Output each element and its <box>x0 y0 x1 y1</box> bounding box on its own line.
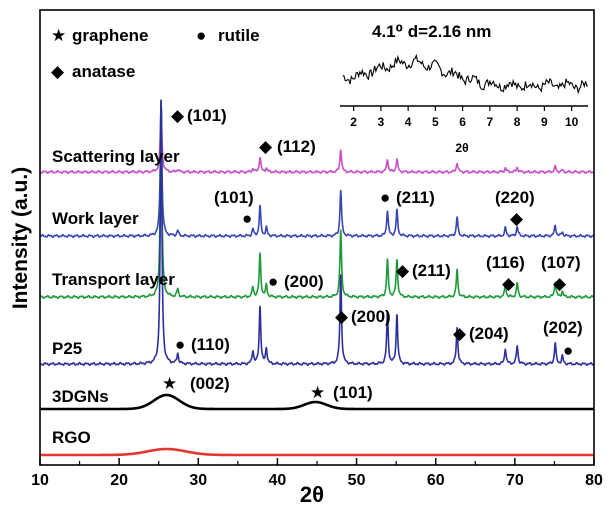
annotation-symbol: ◆ <box>453 324 467 343</box>
series-line <box>39 100 595 300</box>
inset-tick-label: 2 <box>350 115 357 129</box>
annotation-symbol: ◆ <box>171 106 185 125</box>
annotation-symbol: ◆ <box>502 274 516 293</box>
annotation-symbol: ● <box>268 272 278 291</box>
series-line <box>38 393 596 411</box>
peak-annotations: ◆ (101) ◆ (112) (101) ● ● (211) (220) ◆ … <box>162 106 583 402</box>
series-label-transport-layer: Transport layer <box>52 270 175 289</box>
inset-curve <box>342 53 589 95</box>
legend-rutile-symbol: ● <box>196 26 206 45</box>
series-label-rgo: RGO <box>52 428 91 447</box>
annotation-symbol: ● <box>242 209 252 228</box>
inset-tick-label: 9 <box>541 115 548 129</box>
inset-annotation: 4.1⁰ d=2.16 nm <box>372 22 491 41</box>
x-tick-label: 70 <box>506 472 524 489</box>
annotation-symbol: ◆ <box>396 261 410 280</box>
x-tick-label: 30 <box>189 472 207 489</box>
legend-graphene-symbol: ★ <box>51 26 66 45</box>
inset-x-axis-label: 2θ <box>455 141 468 155</box>
inset: 4.1⁰ d=2.16 nm 2 3 4 5 6 7 8 9 10 2θ <box>340 22 589 155</box>
annotation-label: (204) <box>469 324 509 343</box>
legend-graphene-text: graphene <box>72 26 149 45</box>
series-line <box>39 102 595 175</box>
annotation-label: (107) <box>541 253 581 272</box>
inset-tick-label: 5 <box>432 115 439 129</box>
annotation-label: (200) <box>284 272 324 291</box>
x-axis-label: 2θ <box>300 482 324 507</box>
annotation-label: (110) <box>191 335 230 354</box>
series-label-work-layer: Work layer <box>52 209 139 228</box>
annotation-label: (211) <box>396 188 435 207</box>
annotation-label: (202) <box>543 318 583 337</box>
legend-anatase-symbol: ◆ <box>51 62 65 81</box>
series-label-scattering-layer: Scattering layer <box>52 147 180 166</box>
legend-rutile-text: rutile <box>218 26 260 45</box>
annotation-symbol: ◆ <box>553 274 567 293</box>
inset-tick-label: 10 <box>565 115 579 129</box>
annotation-symbol: ★ <box>162 374 177 393</box>
x-axis-ticks: 10 20 30 40 50 60 70 80 <box>31 458 603 489</box>
annotation-symbol: ● <box>175 335 185 354</box>
series-labels: Scattering layer Work layer Transport la… <box>52 147 180 447</box>
inset-tick-label: 3 <box>378 115 385 129</box>
annotation-label: (211) <box>412 261 451 280</box>
y-axis-label: Intensity (a.u.) <box>9 167 32 309</box>
annotation-label: (112) <box>277 137 316 156</box>
inset-tick-label: 4 <box>405 115 412 129</box>
legend-anatase-text: anatase <box>72 62 135 81</box>
annotation-label: (200) <box>351 307 391 326</box>
inset-tick-label: 8 <box>514 115 521 129</box>
annotation-label: (002) <box>190 374 230 393</box>
annotation-label: (101) <box>187 106 227 125</box>
series-line <box>38 447 596 457</box>
annotation-symbol: ★ <box>310 383 325 402</box>
series-line <box>39 99 595 367</box>
xrd-curves <box>38 99 596 457</box>
x-tick-label: 40 <box>269 472 287 489</box>
annotation-label: (116) <box>486 253 525 272</box>
annotation-symbol: ◆ <box>510 209 524 228</box>
annotation-symbol: ◆ <box>335 307 349 326</box>
x-tick-label: 20 <box>110 472 128 489</box>
series-label-3dgns: 3DGNs <box>52 387 109 406</box>
annotation-label: (220) <box>495 188 535 207</box>
x-tick-label: 60 <box>427 472 445 489</box>
annotation-symbol: ● <box>380 188 390 207</box>
inset-tick-label: 6 <box>459 115 466 129</box>
annotation-symbol: ◆ <box>259 137 273 156</box>
series-label-p25: P25 <box>52 339 82 358</box>
x-tick-label: 50 <box>348 472 366 489</box>
inset-ticks: 2 3 4 5 6 7 8 9 10 <box>350 106 579 129</box>
legend: ★ graphene ● rutile ◆ anatase <box>51 26 260 81</box>
annotation-symbol: ● <box>563 341 573 360</box>
x-tick-label: 80 <box>585 472 603 489</box>
x-tick-label: 10 <box>31 472 49 489</box>
annotation-label: (101) <box>333 383 373 402</box>
series-line <box>39 101 595 239</box>
inset-tick-label: 7 <box>487 115 494 129</box>
annotation-label: (101) <box>214 188 254 207</box>
